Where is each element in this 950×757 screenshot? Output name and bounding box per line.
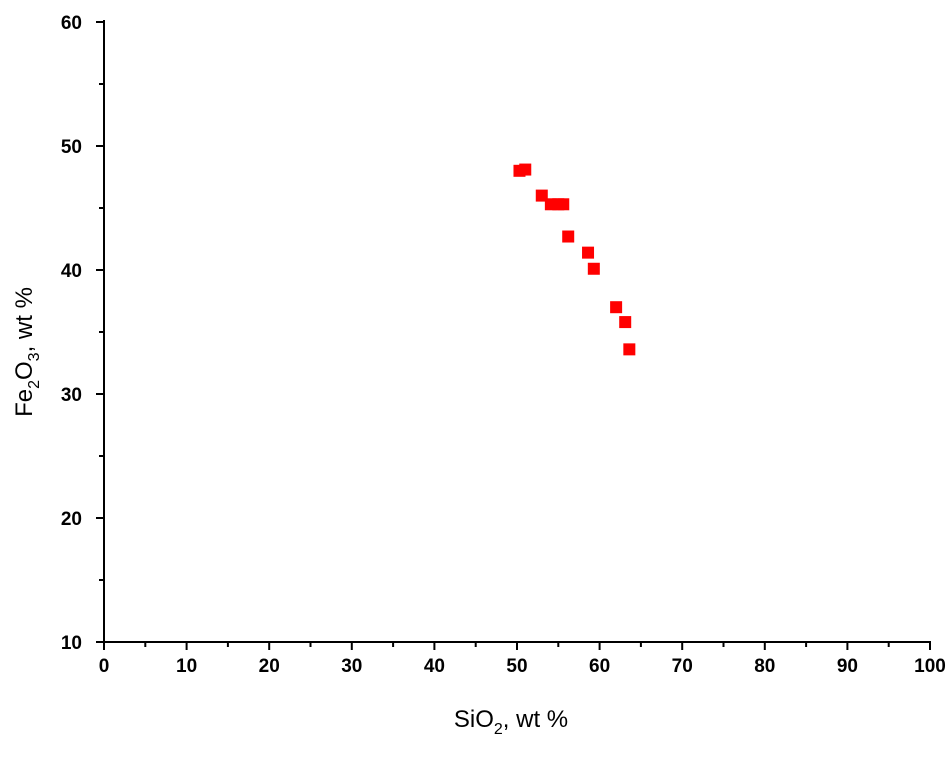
x-tick-label: 30	[341, 656, 362, 677]
data-point	[519, 163, 532, 176]
x-tick-label: 0	[99, 656, 110, 677]
data-point	[623, 343, 636, 356]
data-point	[610, 301, 623, 314]
ticks: 0 10 20 30 40 50 60 70 80 90 100 10 20 30 40 50 60	[61, 13, 946, 677]
x-tick-label: 50	[506, 656, 527, 677]
x-tick-label: 60	[589, 656, 610, 677]
data-point	[557, 198, 570, 211]
y-axis-title: Fe2O3, wt %	[11, 287, 43, 417]
data-point	[535, 189, 548, 202]
data-point	[619, 316, 632, 329]
x-tick-label: 70	[672, 656, 693, 677]
y-tick-label: 10	[61, 633, 82, 654]
y-tick-label: 50	[61, 137, 82, 158]
axis-titles: SiO2, wt % Fe2O3, wt %	[11, 287, 568, 738]
y-tick-label: 40	[61, 261, 82, 282]
y-tick-label: 20	[61, 509, 82, 530]
x-tick-label: 20	[259, 656, 280, 677]
x-tick-label: 40	[424, 656, 445, 677]
data-points	[513, 163, 636, 356]
data-point	[587, 262, 600, 275]
y-tick-label: 30	[61, 385, 82, 406]
x-tick-label: 80	[754, 656, 775, 677]
x-tick-label: 10	[176, 656, 197, 677]
x-tick-label: 90	[837, 656, 858, 677]
data-point	[582, 246, 595, 259]
axes	[103, 20, 931, 643]
x-axis-title: SiO2, wt %	[454, 706, 568, 738]
data-point	[562, 230, 575, 243]
y-tick-label: 60	[61, 13, 82, 34]
x-tick-label: 100	[914, 656, 946, 677]
